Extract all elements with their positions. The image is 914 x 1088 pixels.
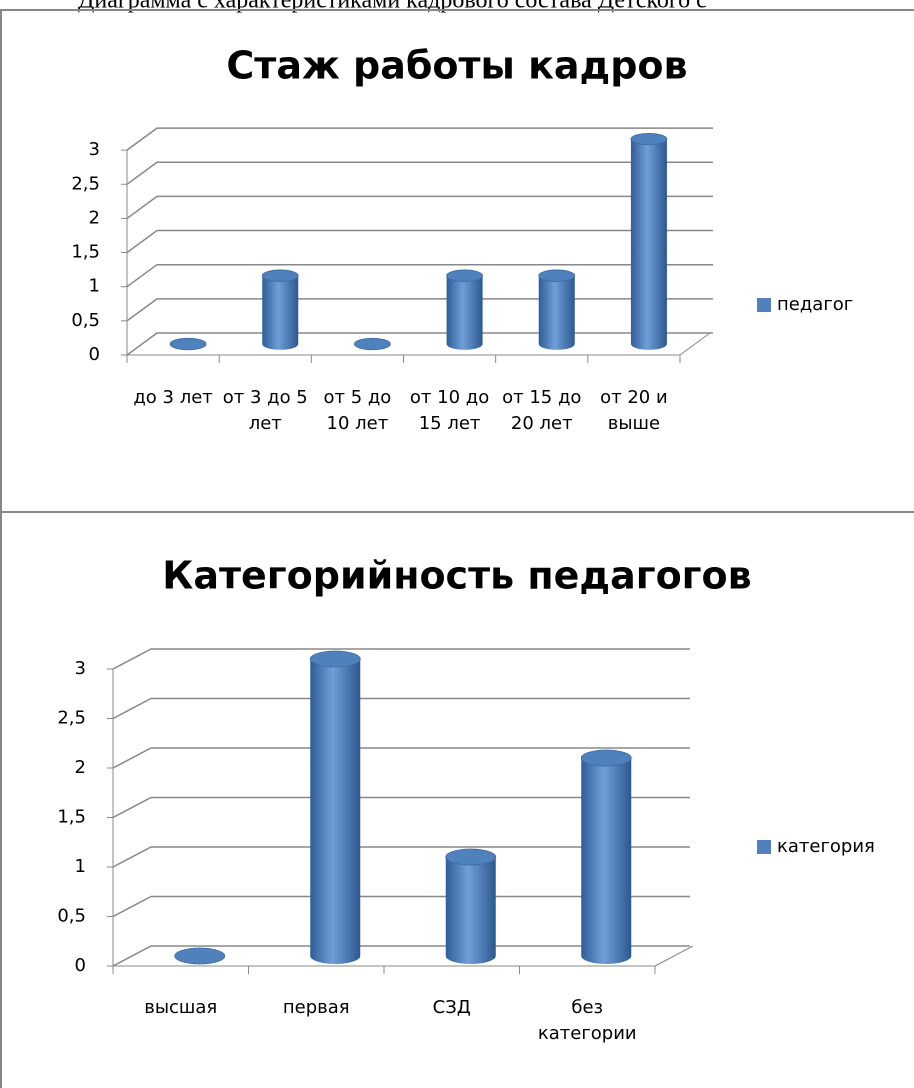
grid-line [126, 229, 713, 254]
y-tick-label: 2 [75, 757, 86, 778]
bar [445, 848, 497, 964]
bar-top [630, 132, 668, 146]
x-tick-label: от 10 до 15 лет [409, 387, 490, 434]
x-tick-label-box: от 10 до 15 лет [409, 387, 490, 434]
y-tick-label: 2,5 [57, 708, 86, 729]
x-tick-label: от 15 до 20 лет [502, 387, 582, 434]
bar-body [262, 275, 299, 350]
bar [169, 337, 207, 351]
x-tick-label: до 3 лет [133, 387, 213, 408]
x-tick-label: от 20 и выше [600, 387, 668, 434]
x-tick-label: без категории [537, 997, 637, 1044]
x-tick-label-box: от 3 до 5 лет [222, 387, 308, 434]
bar-top [538, 269, 576, 282]
x-tick-label: СЗД [432, 997, 471, 1018]
header-text: Диаграмма с характеристиками кадрового с… [78, 0, 707, 14]
x-tick-label-box: от 5 до 10 лет [323, 387, 392, 434]
y-tick-label: 1,5 [71, 242, 100, 263]
x-tick-label-box: без категории [537, 997, 637, 1044]
bar-body [538, 275, 575, 350]
x-tick-label-box: от 20 и выше [600, 387, 668, 434]
x-tick-label: первая [282, 997, 350, 1018]
x-tick-label-box: первая [282, 997, 350, 1018]
grid-line [112, 648, 690, 670]
grid-line [126, 332, 713, 356]
bar-top [446, 269, 483, 282]
y-tick-label: 2,5 [71, 173, 100, 194]
y-tick-label: 0 [75, 955, 86, 976]
chart-title: Категорийность педагогов [162, 554, 751, 598]
x-tick-label-box: до 3 лет [133, 387, 213, 408]
grid-line [112, 895, 690, 918]
x-tick-label-box: от 15 до 20 лет [502, 387, 582, 434]
chart-title: Стаж работы кадров [226, 44, 687, 88]
bar-top [445, 848, 497, 866]
y-tick-label: 1 [75, 856, 86, 877]
bar [354, 337, 391, 351]
bar-top [261, 269, 299, 282]
grid-line [126, 127, 713, 151]
grid-line [112, 796, 690, 819]
legend-label: категория [777, 836, 875, 857]
y-tick-label: 1 [89, 276, 100, 297]
bar-top [354, 337, 391, 351]
y-tick-label: 0 [89, 344, 100, 365]
grid-line [126, 161, 713, 185]
bar-body [310, 659, 361, 964]
bar-top [174, 947, 226, 965]
grid-line [126, 263, 713, 288]
axis-line [679, 332, 711, 356]
bar-top [169, 337, 207, 351]
grid-line [112, 697, 690, 720]
x-tick-label: от 5 до 10 лет [323, 387, 392, 434]
bar-body [630, 139, 667, 350]
grid-line [126, 298, 713, 322]
bar [580, 749, 632, 964]
bar [309, 650, 361, 964]
x-tick-label: от 3 до 5 лет [222, 387, 308, 434]
bar [261, 269, 299, 350]
y-tick-label: 3 [75, 658, 86, 679]
grid-line [112, 846, 690, 868]
legend-swatch [757, 840, 771, 854]
grid-line [112, 747, 690, 769]
legend-label: педагог [777, 294, 853, 315]
bar [446, 269, 483, 350]
grid-line [112, 945, 690, 967]
bar-top [580, 749, 632, 767]
x-tick-label-box: СЗД [432, 997, 471, 1018]
y-tick-label: 0,5 [71, 310, 100, 331]
legend-swatch [757, 298, 771, 312]
bar [174, 947, 226, 965]
bar [538, 269, 576, 350]
grid-line [126, 195, 713, 220]
bar-body [445, 857, 496, 964]
y-tick-label: 2 [89, 207, 100, 228]
bar-body [446, 275, 483, 350]
bar-body [581, 758, 632, 964]
bar [630, 132, 668, 350]
y-tick-label: 0,5 [57, 906, 86, 927]
x-tick-label-box: высшая [144, 997, 218, 1018]
y-tick-label: 1,5 [57, 807, 86, 828]
bar-top [309, 650, 361, 668]
y-tick-label: 3 [89, 139, 100, 160]
chart-frame [0, 511, 914, 1088]
axis-line [654, 945, 694, 967]
x-tick-label: высшая [144, 997, 218, 1018]
